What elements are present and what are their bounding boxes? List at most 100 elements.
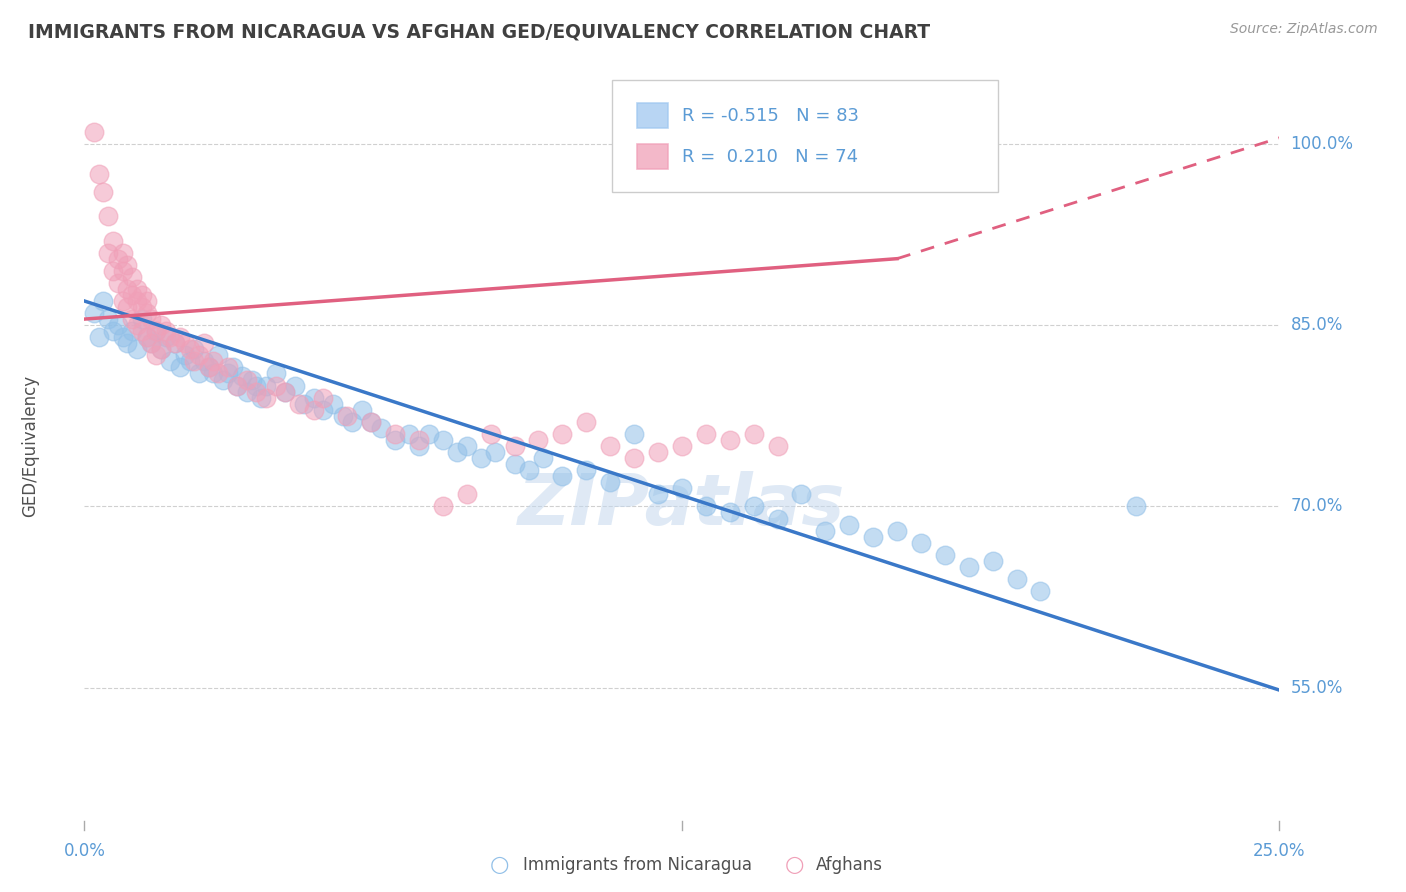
Text: 25.0%: 25.0%	[1253, 842, 1306, 861]
Point	[408, 433, 430, 447]
Point	[264, 367, 287, 381]
Point	[125, 282, 148, 296]
Point	[111, 330, 134, 344]
Point	[575, 463, 598, 477]
Point	[83, 306, 105, 320]
Point	[527, 433, 550, 447]
Text: R = -0.515   N = 83: R = -0.515 N = 83	[682, 107, 859, 125]
Point	[408, 439, 430, 453]
Point	[766, 439, 789, 453]
Point	[221, 360, 243, 375]
Point	[188, 348, 211, 362]
Point	[117, 258, 139, 272]
Point	[117, 336, 139, 351]
Text: Afghans: Afghans	[815, 856, 883, 874]
Point	[145, 324, 167, 338]
Text: 0.0%: 0.0%	[63, 842, 105, 861]
Point	[193, 354, 215, 368]
Point	[332, 409, 354, 423]
Point	[173, 348, 195, 362]
Point	[149, 343, 172, 357]
Point	[1125, 500, 1147, 514]
Text: IMMIGRANTS FROM NICARAGUA VS AFGHAN GED/EQUIVALENCY CORRELATION CHART: IMMIGRANTS FROM NICARAGUA VS AFGHAN GED/…	[28, 22, 931, 41]
Point	[384, 433, 406, 447]
Point	[202, 367, 225, 381]
Point	[862, 530, 884, 544]
Point	[117, 300, 139, 314]
Point	[503, 457, 526, 471]
Point	[141, 312, 163, 326]
Text: R =  0.210   N = 74: R = 0.210 N = 74	[682, 148, 858, 166]
Point	[217, 367, 239, 381]
Point	[456, 487, 478, 501]
Point	[101, 324, 124, 338]
Point	[149, 343, 172, 357]
Point	[197, 360, 219, 375]
Point	[599, 439, 621, 453]
Point	[125, 318, 148, 333]
Point	[107, 252, 129, 266]
Point	[212, 372, 235, 386]
Point	[107, 276, 129, 290]
Point	[718, 506, 741, 520]
Point	[125, 343, 148, 357]
Point	[226, 378, 249, 392]
Point	[83, 125, 105, 139]
Point	[135, 306, 157, 320]
Point	[121, 288, 143, 302]
Point	[111, 293, 134, 308]
Point	[131, 300, 153, 314]
Point	[254, 391, 277, 405]
Point	[336, 409, 359, 423]
Point	[135, 293, 157, 308]
Point	[599, 475, 621, 490]
Point	[718, 433, 741, 447]
Point	[981, 554, 1004, 568]
Point	[254, 378, 277, 392]
Point	[169, 360, 191, 375]
Text: ZIPatlas: ZIPatlas	[519, 472, 845, 541]
Point	[236, 372, 259, 386]
Point	[302, 391, 325, 405]
Point	[111, 264, 134, 278]
Point	[193, 336, 215, 351]
Point	[517, 463, 540, 477]
Text: ○: ○	[785, 855, 804, 875]
Point	[742, 500, 765, 514]
Point	[384, 426, 406, 441]
Point	[370, 421, 392, 435]
Point	[838, 517, 860, 532]
Point	[226, 378, 249, 392]
Point	[814, 524, 837, 538]
Point	[551, 469, 574, 483]
Point	[288, 397, 311, 411]
Point	[432, 500, 454, 514]
Point	[1005, 572, 1028, 586]
Point	[183, 354, 205, 368]
Point	[135, 330, 157, 344]
Point	[131, 288, 153, 302]
Point	[145, 348, 167, 362]
Point	[340, 415, 363, 429]
Text: Source: ZipAtlas.com: Source: ZipAtlas.com	[1230, 22, 1378, 37]
Point	[360, 415, 382, 429]
Point	[292, 397, 315, 411]
Point	[503, 439, 526, 453]
Text: 70.0%: 70.0%	[1291, 498, 1343, 516]
Point	[695, 426, 717, 441]
Point	[173, 336, 195, 351]
Point	[97, 312, 120, 326]
Point	[245, 384, 267, 399]
Point	[197, 360, 219, 375]
Point	[125, 293, 148, 308]
Point	[647, 445, 669, 459]
Point	[101, 234, 124, 248]
Point	[131, 312, 153, 326]
Point	[274, 384, 297, 399]
Point	[302, 402, 325, 417]
Point	[1029, 584, 1052, 599]
Point	[790, 487, 813, 501]
Point	[97, 245, 120, 260]
Point	[531, 451, 554, 466]
Point	[121, 269, 143, 284]
